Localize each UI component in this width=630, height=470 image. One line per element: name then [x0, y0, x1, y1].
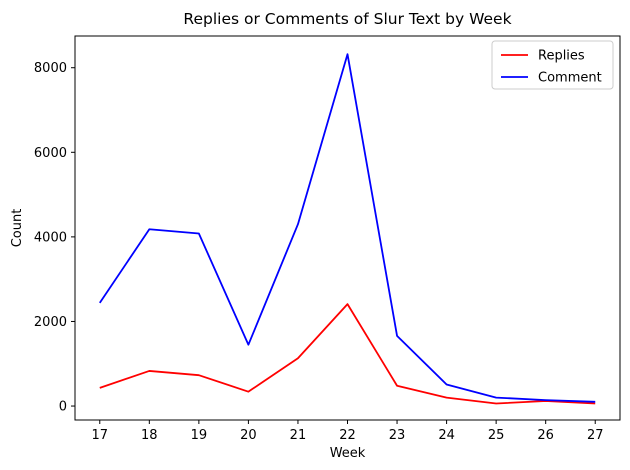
x-tick-label: 18 — [141, 428, 158, 443]
x-tick-label: 19 — [191, 428, 208, 443]
y-tick-label: 0 — [59, 400, 67, 415]
x-tick-label: 22 — [339, 428, 356, 443]
series-line-comment — [99, 53, 596, 403]
x-tick-label: 21 — [290, 428, 307, 443]
x-tick-label: 25 — [488, 428, 505, 443]
x-tick-label: 26 — [537, 428, 554, 443]
series-line-replies — [99, 303, 596, 405]
y-tick-label: 6000 — [34, 146, 67, 161]
y-tick-label: 8000 — [34, 61, 67, 76]
legend-label-comment: Comment — [538, 71, 602, 86]
plot-frame — [74, 35, 621, 421]
x-tick-label: 17 — [91, 428, 108, 443]
x-tick-label: 20 — [240, 428, 257, 443]
y-tick-label: 2000 — [34, 315, 67, 330]
plot-area — [74, 35, 621, 421]
chart-title: Replies or Comments of Slur Text by Week — [183, 10, 511, 28]
x-tick-label: 24 — [438, 428, 455, 443]
y-axis-label: Count — [10, 209, 25, 248]
x-axis-ticks: 17 18 19 20 21 22 23 24 25 26 27 — [91, 420, 604, 443]
x-axis-label: Week — [330, 446, 366, 461]
legend-label-replies: Replies — [538, 49, 585, 64]
x-tick-label: 27 — [587, 428, 604, 443]
legend: Replies Comment — [491, 40, 614, 90]
y-axis-ticks: 0 2000 4000 6000 8000 — [34, 61, 75, 415]
y-tick-label: 4000 — [34, 230, 67, 245]
x-tick-label: 23 — [389, 428, 406, 443]
